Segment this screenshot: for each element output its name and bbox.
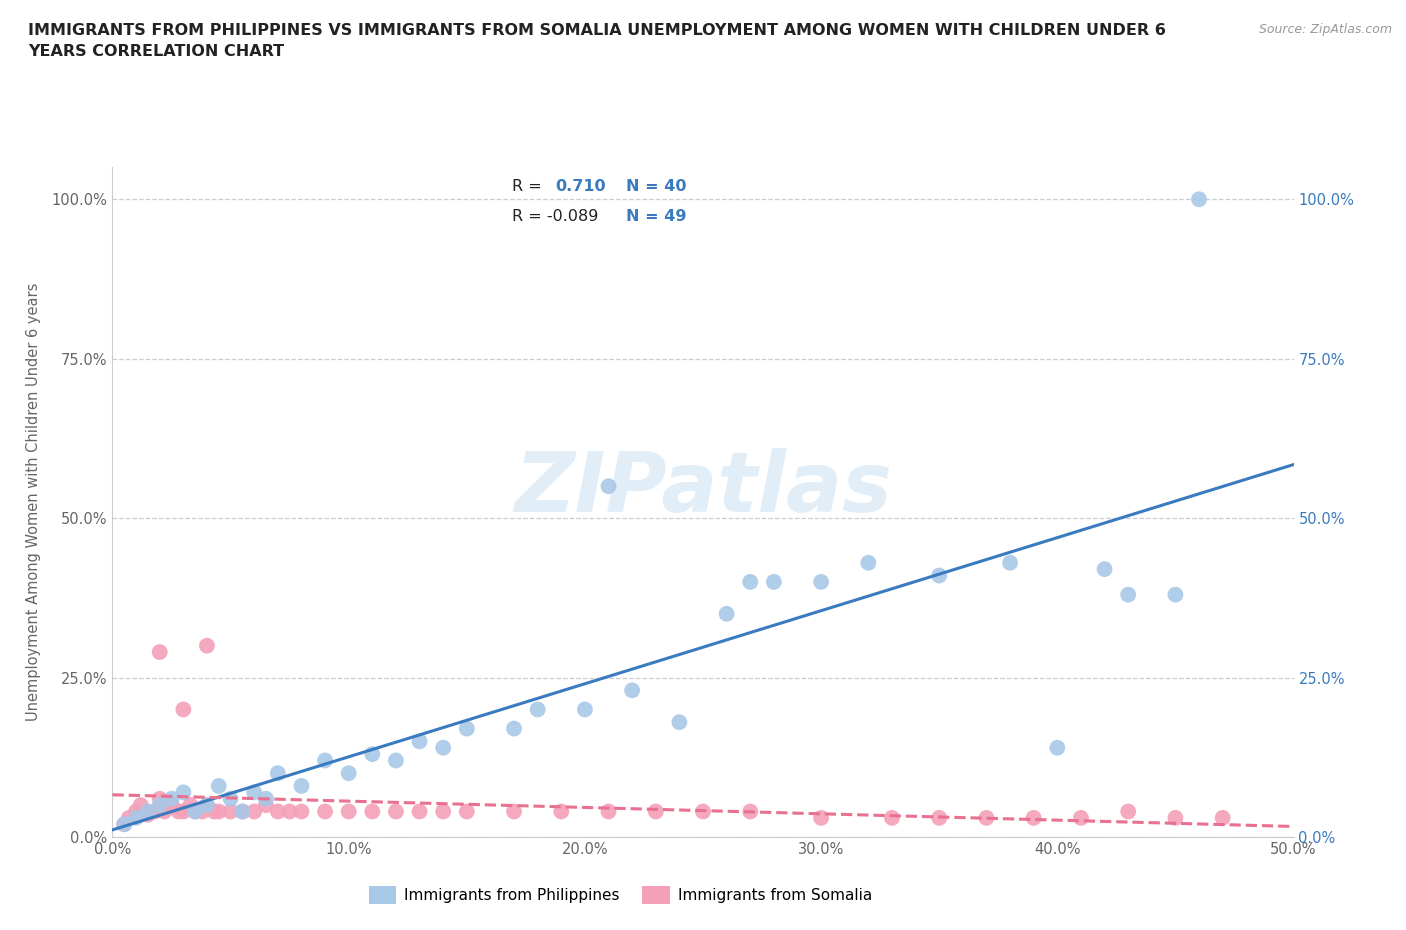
Point: [550, 804, 572, 819]
Point: [112, 817, 135, 831]
Point: [503, 721, 526, 736]
Point: [314, 804, 336, 819]
Point: [136, 807, 159, 822]
Point: [118, 810, 141, 825]
Point: [1164, 587, 1187, 602]
Point: [184, 804, 207, 819]
Point: [740, 804, 762, 819]
Point: [740, 575, 762, 590]
Point: [361, 804, 384, 819]
Point: [361, 747, 384, 762]
Text: Source: ZipAtlas.com: Source: ZipAtlas.com: [1258, 23, 1392, 36]
Point: [167, 804, 190, 819]
Point: [208, 778, 231, 793]
Text: R =: R =: [512, 179, 547, 193]
Point: [408, 804, 430, 819]
Point: [1164, 810, 1187, 825]
Point: [621, 683, 644, 698]
Point: [231, 804, 253, 819]
Point: [928, 810, 950, 825]
Point: [976, 810, 998, 825]
Point: [1046, 740, 1069, 755]
Point: [112, 817, 135, 831]
Point: [408, 734, 430, 749]
Point: [149, 798, 172, 813]
Point: [195, 798, 218, 813]
Point: [231, 804, 253, 819]
Point: [1116, 804, 1139, 819]
Point: [179, 798, 201, 813]
Point: [1116, 587, 1139, 602]
Point: [149, 644, 172, 659]
Point: [172, 785, 194, 800]
Point: [195, 638, 218, 653]
Point: [172, 702, 194, 717]
Point: [1212, 810, 1234, 825]
Point: [254, 798, 277, 813]
Point: [432, 804, 454, 819]
Point: [858, 555, 880, 570]
Point: [160, 791, 183, 806]
Point: [762, 575, 785, 590]
Text: ZIPatlas: ZIPatlas: [515, 448, 891, 529]
Point: [314, 753, 336, 768]
Point: [195, 798, 218, 813]
Point: [1022, 810, 1045, 825]
Point: [153, 804, 176, 819]
Point: [337, 765, 360, 780]
Point: [385, 753, 408, 768]
Point: [125, 804, 148, 819]
Point: [129, 798, 152, 813]
Point: [526, 702, 548, 717]
Point: [598, 479, 620, 494]
Point: [172, 804, 194, 819]
Point: [243, 785, 266, 800]
Text: N = 40: N = 40: [626, 179, 686, 193]
Text: N = 49: N = 49: [626, 209, 686, 224]
Point: [143, 804, 166, 819]
Point: [1094, 562, 1116, 577]
Point: [432, 740, 454, 755]
Point: [456, 721, 478, 736]
Text: 0.710: 0.710: [555, 179, 606, 193]
Point: [278, 804, 301, 819]
Point: [574, 702, 596, 717]
Point: [184, 804, 207, 819]
Point: [149, 791, 172, 806]
Point: [202, 804, 225, 819]
Point: [880, 810, 903, 825]
Point: [219, 804, 242, 819]
Point: [928, 568, 950, 583]
Text: R = -0.089: R = -0.089: [512, 209, 598, 224]
Point: [810, 810, 832, 825]
Point: [668, 715, 690, 730]
Point: [254, 791, 277, 806]
Point: [191, 804, 214, 819]
Point: [1070, 810, 1092, 825]
Point: [267, 804, 290, 819]
Point: [160, 798, 183, 813]
Point: [598, 804, 620, 819]
Point: [290, 804, 312, 819]
Legend: Immigrants from Philippines, Immigrants from Somalia: Immigrants from Philippines, Immigrants …: [363, 880, 877, 910]
Point: [456, 804, 478, 819]
Point: [337, 804, 360, 819]
Point: [385, 804, 408, 819]
Point: [267, 765, 290, 780]
Point: [243, 804, 266, 819]
Point: [219, 791, 242, 806]
Point: [125, 810, 148, 825]
Point: [208, 804, 231, 819]
Point: [810, 575, 832, 590]
Point: [716, 606, 738, 621]
Y-axis label: Unemployment Among Women with Children Under 6 years: Unemployment Among Women with Children U…: [25, 283, 41, 722]
Point: [503, 804, 526, 819]
Point: [290, 778, 312, 793]
Point: [692, 804, 714, 819]
Point: [136, 804, 159, 819]
Point: [644, 804, 666, 819]
Point: [1188, 192, 1211, 206]
Text: IMMIGRANTS FROM PHILIPPINES VS IMMIGRANTS FROM SOMALIA UNEMPLOYMENT AMONG WOMEN : IMMIGRANTS FROM PHILIPPINES VS IMMIGRANT…: [28, 23, 1166, 60]
Point: [998, 555, 1021, 570]
